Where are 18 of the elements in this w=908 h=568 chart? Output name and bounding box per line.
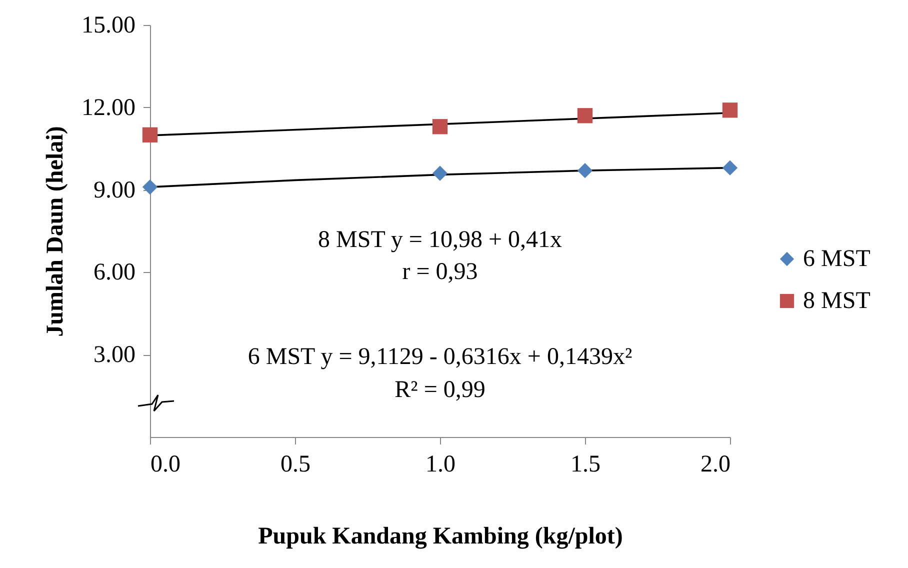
legend-label: 6 MST [803, 246, 871, 272]
y-tick-label: 12.00 [82, 94, 136, 121]
y-tick-label: 3.00 [94, 342, 136, 368]
annotation: R² = 0,99 [394, 377, 486, 403]
y-tick-label: 6.00 [94, 260, 136, 286]
y-axis-title: Jumlah Daun (helai) [42, 126, 68, 337]
y-tick-label: 15.00 [82, 12, 136, 38]
x-tick-label: 0.0 [150, 452, 180, 478]
y-tick-label: 9.00 [94, 177, 136, 204]
annotation: r = 0,93 [402, 259, 478, 285]
x-tick-label: 2.0 [700, 452, 730, 478]
x-tick-label: 1.5 [570, 452, 600, 478]
annotation: 6 MST y = 9,1129 - 0,6316x + 0,1439x² [248, 344, 632, 370]
x-axis-title: Pupuk Kandang Kambing (kg/plot) [258, 524, 623, 550]
legend-label: 8 MST [803, 288, 871, 314]
x-tick-label: 1.0 [426, 452, 456, 478]
x-tick-label: 0.5 [280, 452, 310, 478]
annotation: 8 MST y = 10,98 + 0,41x [318, 227, 562, 253]
